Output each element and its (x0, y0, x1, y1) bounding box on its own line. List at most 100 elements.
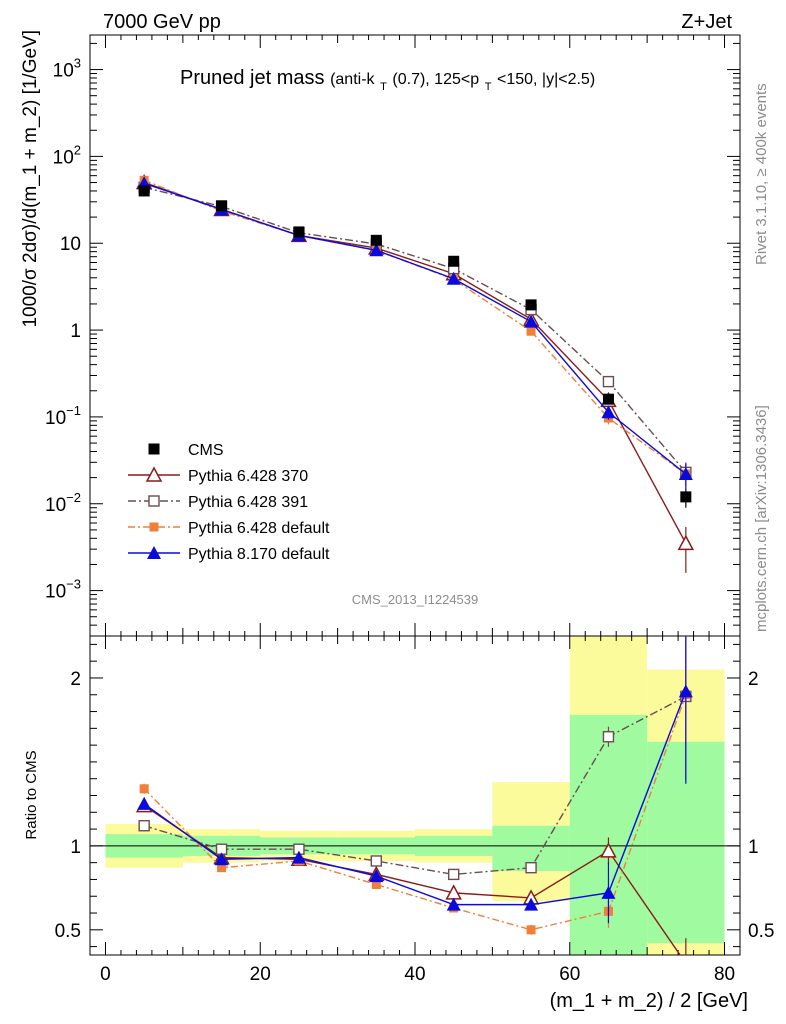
main-series-cms (138, 185, 692, 508)
main-series-line (143, 179, 687, 475)
ratio-data-point (525, 861, 537, 874)
legend: CMS Pythia 6.428 370 Pythia 6.428 391 Pythi… (128, 442, 330, 563)
legend-marker (145, 466, 163, 482)
ratio-series-pythia-8-170-default (137, 636, 693, 924)
plot-title-main: Pruned jet mass (180, 67, 325, 89)
main-data-point (216, 200, 228, 212)
ratio-data-point (139, 784, 149, 794)
ratio-data-point (601, 885, 616, 899)
ratio-data-point (138, 820, 150, 832)
legend-label: Pythia 6.428 default (188, 520, 330, 537)
legend-marker (148, 495, 160, 507)
main-data-point (677, 534, 695, 551)
ratio-data-point (447, 868, 460, 881)
x-tick-label: 60 (559, 964, 580, 985)
x-tick-label: 40 (404, 964, 425, 985)
mcplots-label: mcplots.cern.ch [arXiv:1306.3436] (753, 405, 770, 632)
energy-label: 7000 GeV pp (103, 11, 221, 33)
main-y-tick-label: 10−2 (45, 490, 81, 516)
main-data-point (369, 243, 384, 257)
main-data-point (448, 255, 460, 267)
main-panel: 10−3 10−2 10−1 1 10 102 103 (45, 34, 741, 637)
main-y-tick-label: 10 (60, 234, 81, 255)
main-series-pythia-6-428-391 (138, 181, 692, 487)
main-data-point (370, 234, 382, 246)
ratio-series-line (143, 694, 687, 931)
x-tick-label: 80 (714, 964, 735, 985)
legend-entry: Pythia 6.428 default (128, 520, 330, 537)
ratio-data-point (600, 842, 617, 858)
main-y-axis-label: 1000/σ 2dσ)/d(m_1 + m_2) [1/GeV] (20, 30, 41, 328)
legend-label: Pythia 6.428 370 (188, 468, 308, 485)
plot-title-sub1: T (380, 81, 387, 93)
main-data-point (525, 299, 537, 311)
main-series-pythia-8-170-default (137, 176, 693, 489)
ratio-data-point (291, 850, 306, 864)
ratio-data-point (217, 863, 227, 873)
ratio-y-tick-label: 0.5 (55, 921, 81, 942)
ratio-data-point (524, 897, 539, 911)
process-label: Z+Jet (681, 11, 732, 33)
ratio-data-point (371, 879, 381, 889)
main-series-pythia-6-428-370 (135, 173, 695, 573)
main-data-point (602, 375, 615, 388)
main-y-tick-label: 1 (70, 321, 81, 342)
x-tick-label: 20 (250, 964, 271, 985)
ratio-series-line (143, 691, 687, 906)
ratio-y-tick-label-right: 1 (748, 837, 759, 858)
main-data-point (602, 393, 614, 405)
ratio-data-point (446, 897, 461, 911)
main-data-point (138, 185, 150, 197)
main-series-line (143, 182, 687, 475)
legend-marker (148, 443, 160, 455)
x-tick-label: 0 (100, 964, 111, 985)
ratio-data-point (370, 855, 383, 867)
legend-marker (149, 522, 159, 532)
analysis-reference: CMS_2013_I1224539 (352, 592, 479, 607)
ratio-data-point (214, 852, 229, 866)
ratio-y-tick-label: 1 (70, 837, 81, 858)
main-data-point (293, 226, 305, 238)
main-y-tick-label: 10−1 (45, 403, 81, 429)
legend-label: CMS (188, 442, 224, 459)
ratio-data-point (137, 796, 152, 810)
ratio-y-axis-label: Ratio to CMS (23, 750, 40, 839)
main-data-point (678, 467, 693, 481)
plot-title-cuts-pre: (anti-k (330, 71, 375, 88)
rivet-label: Rivet 3.1.10, ≥ 400k events (753, 83, 770, 265)
ratio-panel: 0.5 0.51 12 20 20 40 60 80 (55, 635, 774, 985)
ratio-series-line (143, 695, 687, 876)
ratio-y-tick-label-right: 0.5 (748, 921, 774, 942)
ratio-data-point (602, 731, 615, 743)
plot-title: Pruned jet mass (anti-k T (0.7), 125<p T… (180, 67, 595, 95)
legend-entry: Pythia 6.428 391 (128, 494, 308, 511)
main-data-point (601, 405, 616, 419)
ratio-y-tick-label: 2 (70, 669, 81, 690)
main-series-line (143, 181, 687, 544)
legend-label: Pythia 6.428 391 (188, 494, 308, 511)
main-data-point (526, 326, 536, 336)
main-series-line (143, 186, 687, 473)
ratio-data-point (526, 925, 536, 935)
ratio-series-line (143, 804, 681, 955)
main-data-point (524, 314, 539, 328)
main-y-tick-label: 10−3 (45, 577, 81, 603)
plot-title-cuts-post: <150, |y|<2.5) (497, 71, 595, 88)
main-data-point (680, 491, 692, 503)
main-y-tick-label: 103 (53, 56, 81, 82)
legend-entry: CMS (148, 442, 224, 459)
plot-title-cuts-mid: (0.7), 125<p (392, 71, 479, 88)
legend-marker (147, 546, 161, 559)
main-y-tick-label: 102 (53, 142, 81, 168)
main-series-pythia-6-428-default (139, 175, 691, 487)
legend-label: Pythia 8.170 default (188, 546, 330, 563)
ratio-data-point (678, 684, 693, 698)
legend-entry: Pythia 8.170 default (128, 546, 330, 563)
main-data-point (446, 271, 461, 285)
legend-entry: Pythia 6.428 370 (128, 466, 308, 485)
ratio-data-point (369, 869, 384, 883)
ratio-y-tick-label-right: 2 (748, 669, 759, 690)
plot-title-sub2: T (485, 81, 492, 93)
x-axis-label: (m_1 + m_2) / 2 [GeV] (550, 990, 748, 1012)
